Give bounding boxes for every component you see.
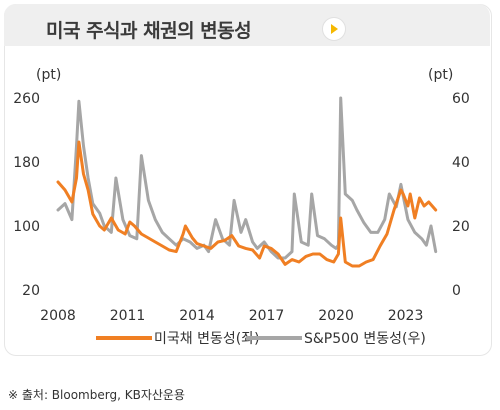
legend-label-sp500: S&P500 변동성(우) <box>304 331 426 347</box>
left-tick-1: 180 <box>13 155 40 171</box>
left-tick-2: 100 <box>13 219 40 235</box>
x-tick-2: 2014 <box>179 308 215 324</box>
right-tick-1: 40 <box>452 155 470 171</box>
left-axis-unit: (pt) <box>36 67 61 83</box>
x-tick-3: 2017 <box>249 308 285 324</box>
left-tick-0: 260 <box>13 91 40 107</box>
left-tick-3: 20 <box>22 283 40 299</box>
play-icon[interactable] <box>322 17 346 41</box>
legend-label-treasury: 미국채 변동성(좌) <box>154 331 260 347</box>
legend-swatch-treasury <box>96 336 152 340</box>
play-triangle <box>331 24 338 34</box>
x-tick-1: 2011 <box>110 308 146 324</box>
legend-item-sp500: S&P500 변동성(우) <box>246 328 426 348</box>
series-line-treasury <box>56 140 438 268</box>
right-axis-unit: (pt) <box>428 67 453 83</box>
legend-item-treasury: 미국채 변동성(좌) <box>96 328 260 348</box>
chart-legend: 미국채 변동성(좌) S&P500 변동성(우) <box>0 328 500 352</box>
series-line-sp500 <box>56 96 438 260</box>
source-note: ※ 출처: Bloomberg, KB자산운용 <box>8 388 185 402</box>
right-tick-0: 60 <box>452 91 470 107</box>
x-tick-0: 2008 <box>40 308 76 324</box>
x-tick-4: 2020 <box>318 308 354 324</box>
x-tick-5: 2023 <box>388 308 424 324</box>
right-tick-2: 20 <box>452 219 470 235</box>
legend-swatch-sp500 <box>246 336 302 340</box>
chart-header: 미국 주식과 채권의 변동성 <box>4 4 490 46</box>
chart-title: 미국 주식과 채권의 변동성 <box>46 20 252 42</box>
right-tick-3: 0 <box>452 283 461 299</box>
